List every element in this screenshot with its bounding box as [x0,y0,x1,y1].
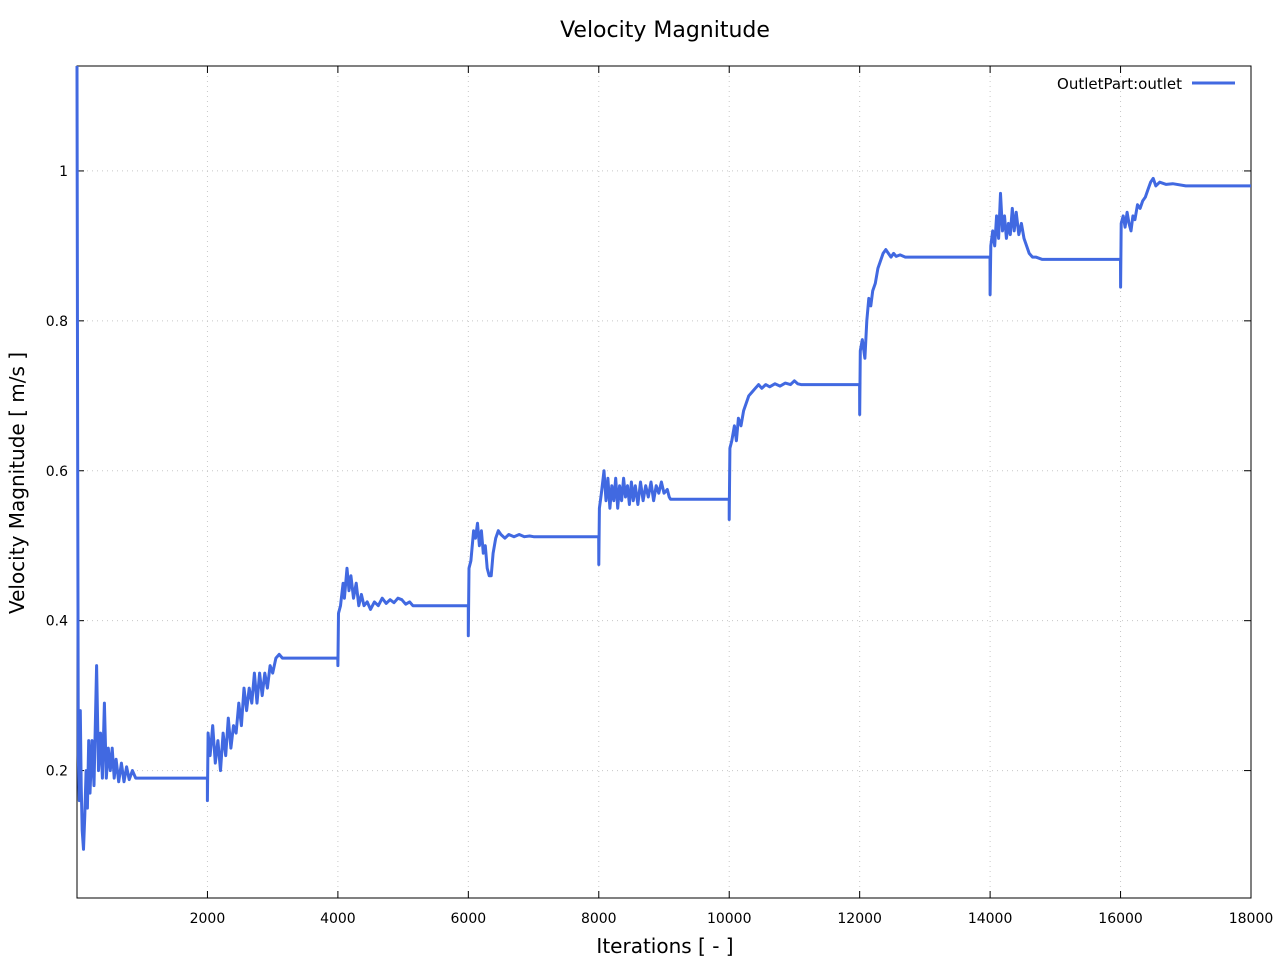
y-tick-label: 0.8 [46,314,68,330]
legend-label: OutletPart:outlet [1057,75,1182,93]
series-line [75,65,1251,851]
x-tick-label: 2000 [190,911,226,927]
x-tick-label: 6000 [451,911,487,927]
x-tick-label: 14000 [968,911,1013,927]
y-tick-label: 1 [59,164,68,180]
x-tick-label: 18000 [1229,911,1274,927]
grid [77,66,1251,898]
y-tick-label: 0.6 [46,464,68,480]
x-tick-label: 4000 [320,911,356,927]
x-tick-label: 8000 [581,911,617,927]
x-axis-label: Iterations [ - ] [596,934,733,958]
x-tick-label: 10000 [707,911,752,927]
chart-title: Velocity Magnitude [560,18,770,43]
axis-ticks: 2000 4000 6000 8000 10000 12000 14000 16000 1800… [46,66,1274,927]
x-tick-label: 16000 [1098,911,1143,927]
series-layer [75,65,1251,851]
legend: OutletPart:outlet [1057,75,1235,93]
y-tick-label: 0.2 [46,764,68,780]
y-tick-label: 0.4 [46,614,68,630]
x-tick-label: 12000 [837,911,882,927]
y-axis-label: Velocity Magnitude [ m/s ] [5,352,29,614]
